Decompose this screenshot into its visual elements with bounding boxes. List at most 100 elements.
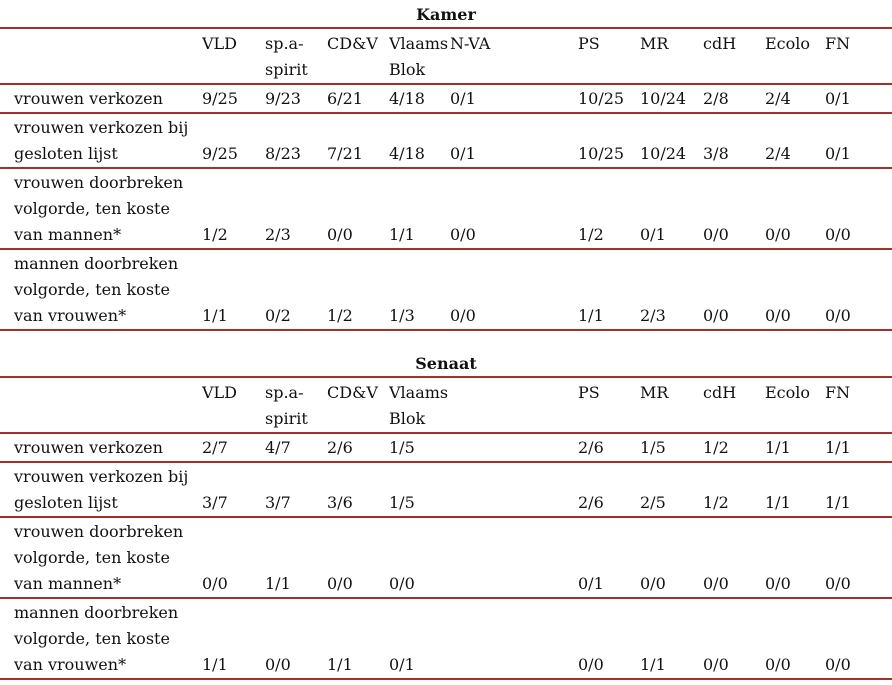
row-label: vrouwen doorbreken volgorde, ten koste v… <box>0 168 202 250</box>
table-row: vrouwen verkozen bij gesloten lijst 3/7 3/… <box>0 462 892 518</box>
table-cell: 0/0 <box>703 168 765 250</box>
column-header <box>514 28 578 85</box>
table-cell: 0/1 <box>825 113 892 169</box>
table-cell: 6/21 <box>327 84 389 114</box>
table-cell: 0/0 <box>825 598 892 680</box>
table-cell: 1/1 <box>202 249 265 331</box>
column-header: Ecolo <box>765 28 825 85</box>
table-row: vrouwen doorbreken volgorde, ten koste v… <box>0 168 892 250</box>
table-cell <box>514 598 578 680</box>
table-cell: 0/2 <box>265 249 327 331</box>
table-cell: 0/0 <box>825 168 892 250</box>
table-title: Kamer <box>0 2 892 29</box>
table-cell: 1/1 <box>578 249 640 331</box>
table-cell: 0/1 <box>640 168 703 250</box>
data-table: Kamer VLD sp.a- spirit CD&V Vlaams Blok N-VA P… <box>0 2 892 331</box>
table-cell <box>514 517 578 599</box>
row-label: vrouwen verkozen bij gesloten lijst <box>0 113 202 169</box>
column-header: CD&V <box>327 377 389 434</box>
column-header: Vlaams Blok <box>389 28 450 85</box>
table-cell: 10/24 <box>640 84 703 114</box>
column-header: PS <box>578 377 640 434</box>
column-header: MR <box>640 377 703 434</box>
column-header: N-VA <box>450 28 514 85</box>
table-cell: 0/1 <box>825 84 892 114</box>
row-label-column-header <box>0 28 202 85</box>
table-cell: 1/2 <box>327 249 389 331</box>
table-cell: 0/1 <box>450 84 514 114</box>
column-header: MR <box>640 28 703 85</box>
table-cell: 1/1 <box>265 517 327 599</box>
column-header <box>450 377 514 434</box>
table-cell: 3/8 <box>703 113 765 169</box>
column-header: cdH <box>703 377 765 434</box>
table-cell: 0/0 <box>327 517 389 599</box>
table-cell: 0/0 <box>765 168 825 250</box>
table-cell: 1/1 <box>640 598 703 680</box>
table-cell: 0/0 <box>703 249 765 331</box>
table-cell: 1/5 <box>389 462 450 518</box>
table-cell <box>514 462 578 518</box>
column-header: sp.a- spirit <box>265 28 327 85</box>
table-cell: 3/6 <box>327 462 389 518</box>
column-header: Ecolo <box>765 377 825 434</box>
table-cell: 2/3 <box>265 168 327 250</box>
table-cell: 0/0 <box>327 168 389 250</box>
table-cell: 4/18 <box>389 113 450 169</box>
table-row: mannen doorbreken volgorde, ten koste va… <box>0 598 892 680</box>
table-cell: 4/18 <box>389 84 450 114</box>
table-cell: 2/5 <box>640 462 703 518</box>
table-cell: 1/5 <box>389 433 450 463</box>
column-header: Vlaams Blok <box>389 377 450 434</box>
table-cell: 1/1 <box>327 598 389 680</box>
table-cell: 1/2 <box>703 462 765 518</box>
table-cell: 4/7 <box>265 433 327 463</box>
table-cell: 10/24 <box>640 113 703 169</box>
row-label: vrouwen verkozen bij gesloten lijst <box>0 462 202 518</box>
table-cell: 8/23 <box>265 113 327 169</box>
table-cell: 0/0 <box>765 517 825 599</box>
row-label: vrouwen verkozen <box>0 84 202 114</box>
table-cell <box>514 113 578 169</box>
table-cell: 0/0 <box>389 517 450 599</box>
table-title: Senaat <box>0 351 892 378</box>
table-cell: 10/25 <box>578 113 640 169</box>
table-cell: 1/3 <box>389 249 450 331</box>
table-kamer: Kamer VLD sp.a- spirit CD&V Vlaams Blok N-VA P… <box>0 2 892 331</box>
table-cell <box>514 249 578 331</box>
table-cell: 1/2 <box>578 168 640 250</box>
table-cell: 0/0 <box>640 517 703 599</box>
table-cell: 3/7 <box>265 462 327 518</box>
row-label: mannen doorbreken volgorde, ten koste va… <box>0 249 202 331</box>
column-header: FN <box>825 377 892 434</box>
table-cell: 0/0 <box>202 517 265 599</box>
table-cell: 1/1 <box>202 598 265 680</box>
table-cell: 1/1 <box>765 462 825 518</box>
table-row: vrouwen verkozen 9/25 9/23 6/21 4/18 0/1 10/25… <box>0 84 892 114</box>
column-header: VLD <box>202 377 265 434</box>
column-header <box>514 377 578 434</box>
table-cell: 10/25 <box>578 84 640 114</box>
table-row: vrouwen verkozen bij gesloten lijst 9/25 8… <box>0 113 892 169</box>
column-header: cdH <box>703 28 765 85</box>
table-cell: 9/23 <box>265 84 327 114</box>
row-label: vrouwen doorbreken volgorde, ten koste v… <box>0 517 202 599</box>
table-cell <box>450 433 514 463</box>
table-cell: 0/0 <box>703 598 765 680</box>
table-cell: 2/4 <box>765 113 825 169</box>
table-cell: 0/0 <box>765 249 825 331</box>
table-cell: 1/2 <box>202 168 265 250</box>
table-cell: 1/1 <box>765 433 825 463</box>
table-cell <box>514 168 578 250</box>
table-cell: 0/0 <box>578 598 640 680</box>
table-cell: 0/0 <box>825 517 892 599</box>
column-header: FN <box>825 28 892 85</box>
table-cell: 2/6 <box>578 462 640 518</box>
table-cell: 2/6 <box>327 433 389 463</box>
table-cell: 0/0 <box>703 517 765 599</box>
table-cell: 9/25 <box>202 84 265 114</box>
row-label: vrouwen verkozen <box>0 433 202 463</box>
column-header: PS <box>578 28 640 85</box>
table-cell <box>514 84 578 114</box>
